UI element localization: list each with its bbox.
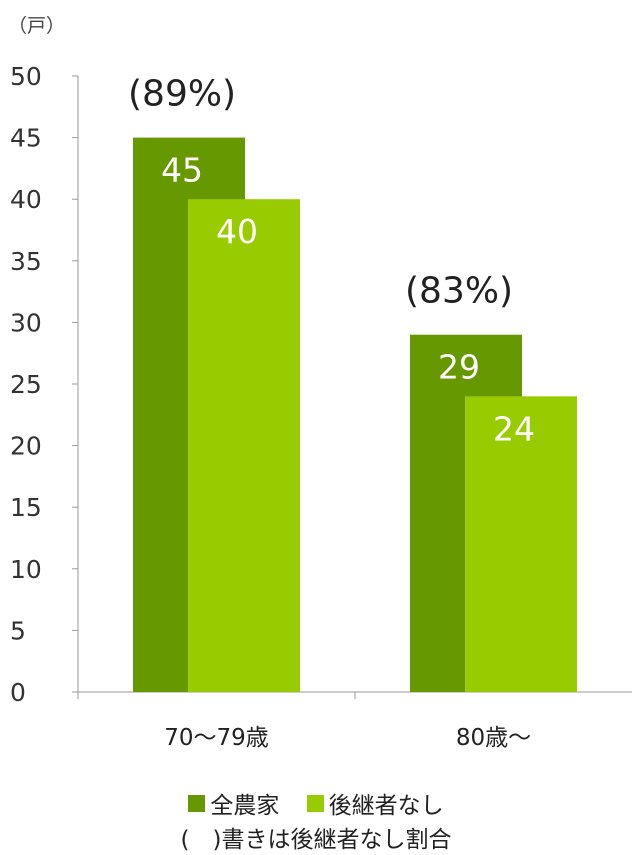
legend-swatch-series-2 — [306, 794, 324, 812]
y-tick-label: 40 — [10, 185, 42, 214]
y-tick-label: 25 — [10, 370, 42, 399]
data-label-2-1: 40 — [216, 212, 258, 251]
bar-2-1 — [188, 199, 300, 692]
y-tick-label: 50 — [10, 62, 42, 91]
y-tick-label: 5 — [10, 616, 26, 645]
legend-label-series-2: 後継者なし — [328, 793, 444, 819]
legend-label-series-1: 全農家 — [210, 793, 280, 819]
labels: 45 40 (89%) 70～79歳 29 24 (83%) 80歳～ — [128, 74, 535, 751]
y-tick-label: 0 — [10, 678, 26, 707]
bar-2-2 — [465, 396, 577, 692]
data-label-1-1: 45 — [161, 151, 203, 190]
y-tick-label: 45 — [10, 124, 42, 153]
axes: 0 5 10 15 20 25 30 35 40 45 50 — [10, 62, 632, 707]
legend-item-series-1: 全農家 — [188, 786, 279, 820]
y-tick-label: 35 — [10, 247, 42, 276]
data-label-1-2: 29 — [438, 348, 480, 387]
y-tick-label: 10 — [10, 555, 42, 584]
data-label-2-2: 24 — [493, 409, 535, 448]
y-axis-unit: （戸） — [8, 15, 65, 37]
x-tick-label-1: 70～79歳 — [164, 725, 269, 751]
legend: 全農家 後継者なし — [0, 786, 632, 820]
bar-chart: （戸） 0 5 10 15 20 25 30 35 40 45 50 45 40 (89%) 70～79歳… — [8, 15, 632, 751]
bars — [133, 137, 577, 693]
y-tick-label: 20 — [10, 432, 42, 461]
ratio-label-2: (83%) — [405, 271, 513, 312]
ratio-label-1: (89%) — [128, 74, 236, 115]
y-tick-label: 15 — [10, 493, 42, 522]
x-tick-label-2: 80歳～ — [456, 725, 531, 751]
chart-note: ( )書きは後継者なし割合 — [180, 827, 452, 853]
legend-swatch-series-1 — [188, 794, 206, 812]
legend-item-series-2: 後継者なし — [306, 786, 444, 820]
y-tick-label: 30 — [10, 308, 42, 337]
